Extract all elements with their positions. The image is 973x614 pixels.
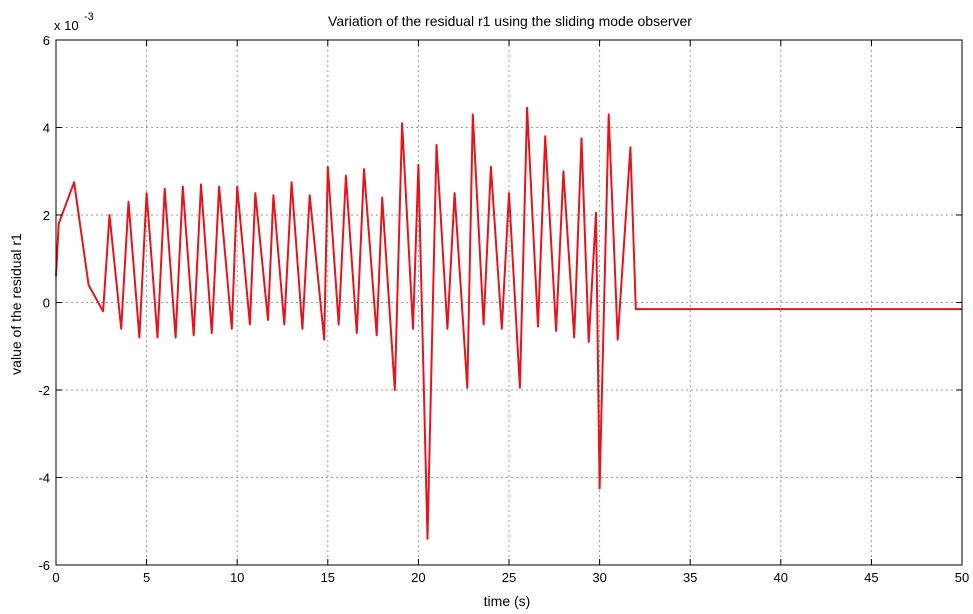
- y-tick-label: -4: [38, 471, 50, 486]
- x-tick-label: 5: [143, 570, 150, 585]
- grid: [56, 40, 962, 565]
- y-tick-label: -2: [38, 383, 50, 398]
- x-tick-label: 0: [52, 570, 59, 585]
- series-line-r1: [55, 106, 962, 540]
- x-tick-label: 45: [864, 570, 878, 585]
- x-tick-label: 15: [321, 570, 335, 585]
- chart-title: Variation of the residual r1 using the s…: [328, 13, 692, 29]
- y-exponent-base: x 10: [54, 18, 79, 33]
- y-tick-label: 0: [43, 296, 50, 311]
- axis-ticks: [55, 39, 963, 566]
- x-tick-label: 40: [774, 570, 788, 585]
- x-axis-label: time (s): [484, 593, 531, 609]
- x-tick-label: 25: [502, 570, 516, 585]
- y-tick-label: 4: [43, 121, 50, 136]
- y-tick-label: 6: [43, 33, 50, 48]
- y-tick-label: -6: [38, 558, 50, 573]
- x-tick-label: 30: [592, 570, 606, 585]
- y-axis-label: value of the residual r1: [8, 233, 24, 375]
- y-tick-label: 2: [43, 208, 50, 223]
- x-tick-label: 35: [683, 570, 697, 585]
- tick-labels: 0 5 10 15 20 25 30 35 40 45 50 -6 -4 -2 0 2 4 6: [38, 33, 969, 585]
- x-tick-label: 10: [230, 570, 244, 585]
- x-tick-label: 50: [955, 570, 969, 585]
- y-exponent-power: -3: [84, 11, 94, 23]
- x-tick-label: 20: [411, 570, 425, 585]
